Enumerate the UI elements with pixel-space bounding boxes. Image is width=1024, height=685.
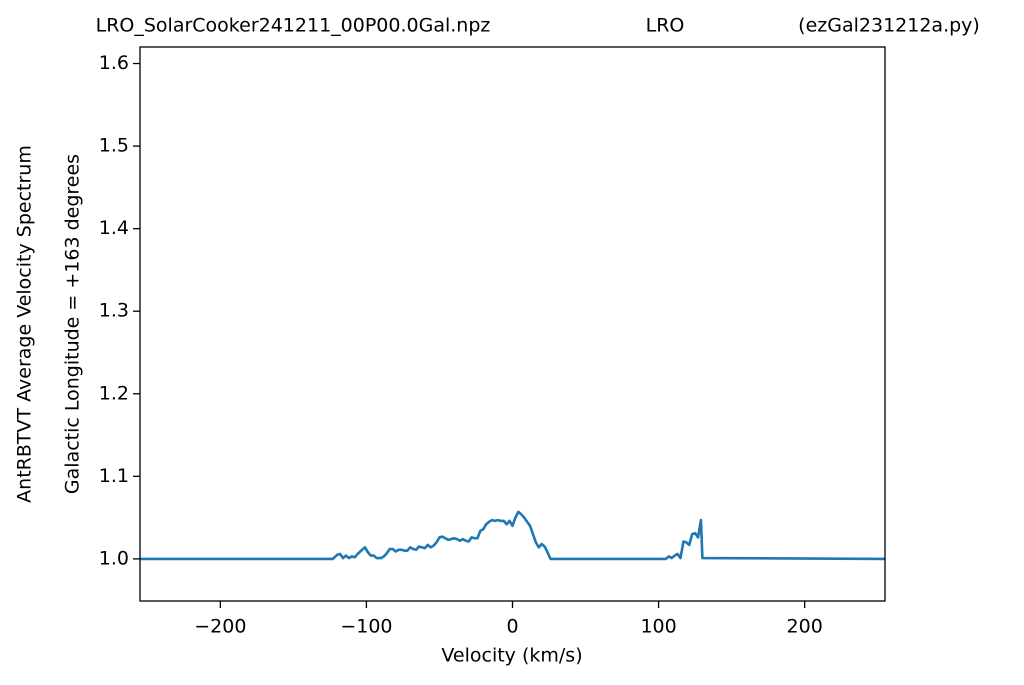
x-tick-label: −200 bbox=[194, 616, 246, 638]
y-tick-label: 1.1 bbox=[99, 465, 129, 487]
x-tick-label: 200 bbox=[787, 616, 823, 638]
plot-frame bbox=[139, 46, 886, 602]
data-line bbox=[140, 510, 886, 561]
y-tick-label: 1.3 bbox=[99, 300, 129, 322]
y-tick-label: 1.2 bbox=[99, 382, 129, 404]
y-axis-label: AntRBTVT Average Velocity Spectrum bbox=[14, 145, 36, 503]
y-tick-label: 1.4 bbox=[99, 217, 129, 239]
title-script: (ezGal231212a.py) bbox=[798, 15, 980, 37]
y-axis-label: Galactic Longitude = +163 degrees bbox=[62, 154, 84, 494]
x-tick-label: 100 bbox=[640, 616, 676, 638]
x-tick-label: 0 bbox=[506, 616, 518, 638]
x-tick-label: −100 bbox=[340, 616, 392, 638]
x-axis-label: Velocity (km/s) bbox=[441, 645, 582, 667]
y-tick-label: 1.6 bbox=[99, 52, 129, 74]
title-site: LRO bbox=[646, 15, 685, 37]
y-tick-label: 1.5 bbox=[99, 135, 129, 157]
title-file: LRO_SolarCooker241211_00P00.0Gal.npz bbox=[96, 15, 491, 37]
y-tick-label: 1.0 bbox=[99, 547, 129, 569]
